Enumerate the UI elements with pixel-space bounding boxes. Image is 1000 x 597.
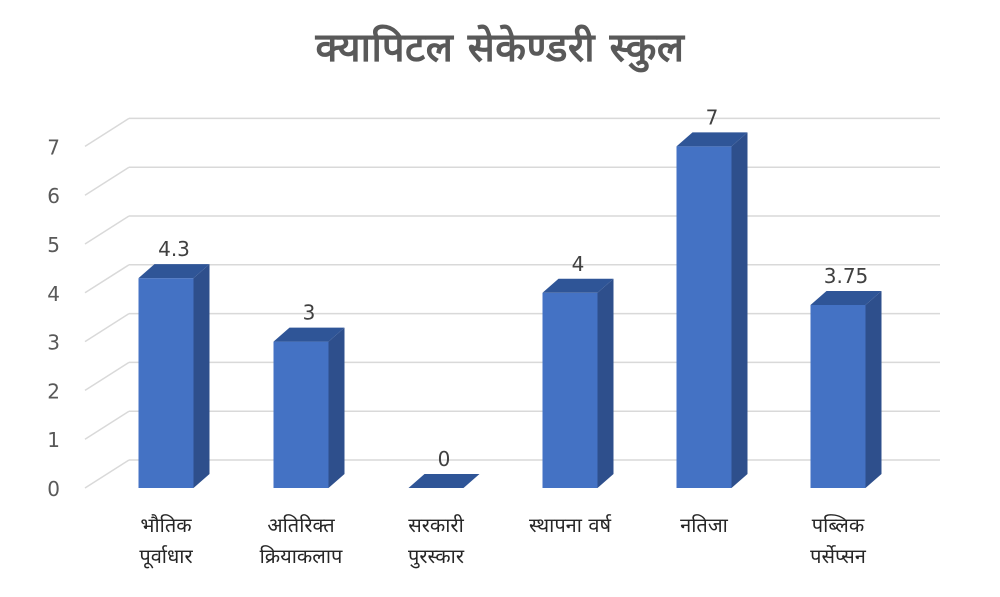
y-tick-label: 6 bbox=[47, 184, 60, 208]
y-tick-label: 1 bbox=[47, 428, 60, 452]
bar-side bbox=[193, 264, 210, 488]
y-tick-label: 7 bbox=[47, 135, 60, 159]
gridline-depth bbox=[84, 410, 130, 440]
bar-top bbox=[676, 132, 748, 147]
y-tick-label: 5 bbox=[47, 233, 60, 257]
y-tick-label: 0 bbox=[47, 477, 60, 501]
y-tick-label: 4 bbox=[47, 282, 60, 306]
bar-front bbox=[810, 305, 866, 488]
bar-top bbox=[810, 291, 882, 305]
gridline-depth bbox=[84, 264, 130, 294]
x-tick-label: अतिरिक्त bbox=[267, 513, 335, 537]
data-label: 4.3 bbox=[158, 237, 190, 261]
bar-side bbox=[731, 132, 748, 488]
data-label: 7 bbox=[706, 105, 719, 129]
y-tick-label: 3 bbox=[47, 331, 60, 355]
bar-front bbox=[542, 292, 598, 488]
bar-top bbox=[273, 327, 345, 342]
bar-front bbox=[676, 146, 732, 488]
bar-side bbox=[597, 278, 614, 488]
y-tick-label: 2 bbox=[47, 379, 60, 403]
data-label: 3 bbox=[303, 301, 316, 325]
x-tick-label: पर्सेप्सन bbox=[810, 544, 867, 568]
x-tick-label: पूर्वाधार bbox=[139, 544, 193, 569]
bar-top bbox=[408, 474, 480, 488]
bar-top bbox=[138, 264, 210, 279]
data-label: 3.75 bbox=[824, 264, 869, 288]
x-tick-label: क्रियाकलाप bbox=[260, 544, 343, 568]
gridline-depth bbox=[84, 117, 130, 148]
gridline-depth bbox=[84, 361, 130, 392]
bar-side bbox=[328, 327, 345, 488]
x-tick-label: पुरस्कार bbox=[408, 544, 465, 569]
x-tick-label: सरकारी bbox=[408, 513, 464, 537]
chart-title: क्यापिटल सेकेण्डरी स्कुल bbox=[315, 25, 685, 71]
bar-top bbox=[542, 278, 614, 293]
x-tick-label: नतिजा bbox=[680, 513, 729, 537]
bar-side bbox=[865, 291, 882, 488]
gridline-depth bbox=[84, 312, 130, 343]
gridline-depth bbox=[84, 166, 130, 196]
x-tick-label: स्थापना वर्ष bbox=[529, 513, 612, 537]
x-tick-label: पब्लिक bbox=[812, 513, 865, 537]
x-tick-label: भौतिक bbox=[140, 513, 192, 537]
gridline-depth bbox=[84, 459, 130, 489]
data-label: 4 bbox=[572, 252, 585, 276]
bar-front bbox=[138, 278, 194, 488]
data-label: 0 bbox=[438, 447, 451, 471]
gridline-depth bbox=[84, 215, 130, 245]
bar-front bbox=[273, 341, 329, 488]
